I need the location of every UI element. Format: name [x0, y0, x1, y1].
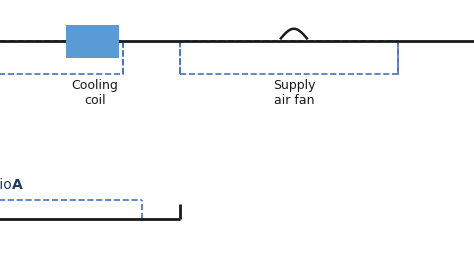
Bar [0, 41, 123, 74]
Bar [180, 41, 398, 74]
Text: A: A [12, 178, 23, 192]
Text: Supply
air fan: Supply air fan [273, 79, 315, 107]
Text: scenario: scenario [0, 178, 16, 192]
Text: Cooling
coil: Cooling coil [72, 79, 118, 107]
Bar [66, 25, 118, 58]
